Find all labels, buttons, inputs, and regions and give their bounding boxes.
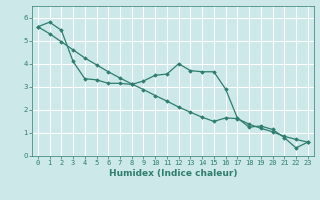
X-axis label: Humidex (Indice chaleur): Humidex (Indice chaleur) — [108, 169, 237, 178]
